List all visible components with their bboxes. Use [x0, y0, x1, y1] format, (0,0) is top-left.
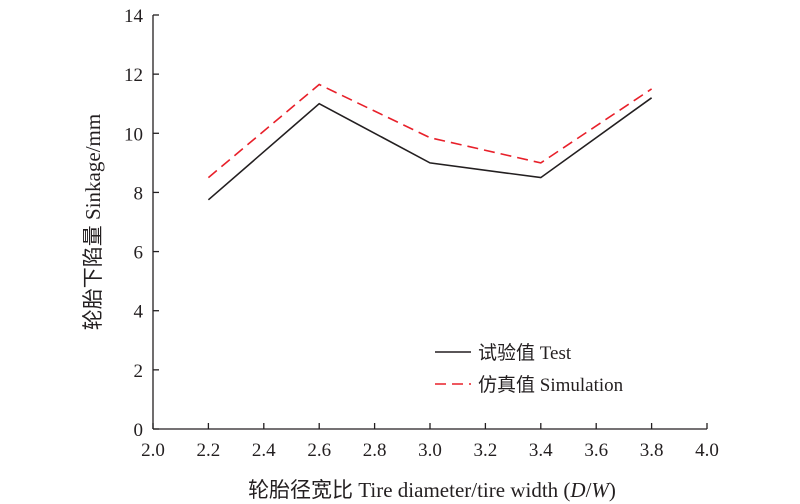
axes [152, 15, 707, 430]
x-axis-title-d: D [569, 478, 585, 502]
x-tick-label: 2.8 [363, 440, 387, 461]
x-tick-label: 3.8 [640, 440, 664, 461]
y-tick-label: 4 [134, 302, 144, 323]
x-tick-label: 3.4 [529, 440, 553, 461]
y-tick-label: 8 [134, 183, 144, 204]
y-tick-label: 0 [134, 420, 144, 441]
legend: 试验值 Test 仿真值 Simulation [435, 342, 624, 396]
x-tick-label: 2.4 [252, 440, 276, 461]
y-tick-label: 14 [124, 6, 144, 27]
x-tick-label: 2.0 [141, 440, 165, 461]
x-tick-label: 4.0 [695, 440, 719, 461]
legend-label-simulation: 仿真值 Simulation [478, 374, 624, 396]
y-axis-title: 轮胎下陷量 Sinkage/mm [81, 114, 105, 330]
x-axis-title-slash: / [586, 478, 592, 502]
y-ticks: 0 2 4 6 8 10 12 14 [124, 6, 159, 441]
y-tick-label: 12 [124, 65, 143, 86]
x-tick-label: 3.6 [584, 440, 608, 461]
x-axis-title: 轮胎径宽比 Tire diameter/tire width (D/W) [248, 478, 616, 502]
y-tick-label: 2 [134, 361, 144, 382]
legend-label-test: 试验值 Test [478, 342, 572, 364]
series-line-test [207, 97, 653, 201]
x-axis-title-suffix: ) [609, 478, 616, 502]
x-axis-title-w: W [591, 478, 611, 502]
series-line-simulation [207, 83, 653, 179]
x-ticks: 2.0 2.2 2.4 2.6 2.8 3.0 3.2 3.4 3.6 3.8 4.0 [141, 423, 719, 461]
x-tick-label: 3.0 [418, 440, 442, 461]
series [207, 83, 653, 201]
x-tick-label: 3.2 [474, 440, 498, 461]
x-tick-label: 2.6 [307, 440, 331, 461]
x-axis-title-prefix: 轮胎径宽比 Tire diameter/tire width ( [248, 478, 570, 502]
y-tick-label: 10 [124, 124, 143, 145]
x-tick-label: 2.2 [197, 440, 221, 461]
y-tick-label: 6 [134, 243, 144, 264]
